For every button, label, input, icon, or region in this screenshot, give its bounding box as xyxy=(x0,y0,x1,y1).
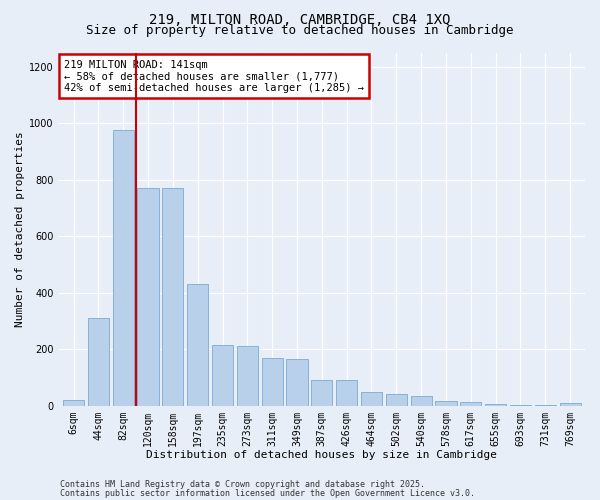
Bar xyxy=(311,380,332,406)
Bar xyxy=(386,394,407,406)
Bar xyxy=(113,130,134,406)
Bar xyxy=(187,284,208,406)
Bar xyxy=(361,392,382,406)
Bar xyxy=(137,188,158,406)
Bar xyxy=(336,380,357,406)
Text: 219, MILTON ROAD, CAMBRIDGE, CB4 1XQ: 219, MILTON ROAD, CAMBRIDGE, CB4 1XQ xyxy=(149,12,451,26)
Text: Size of property relative to detached houses in Cambridge: Size of property relative to detached ho… xyxy=(86,24,514,37)
Bar xyxy=(237,346,258,406)
Bar xyxy=(560,403,581,406)
Bar xyxy=(460,402,481,406)
Bar xyxy=(535,405,556,406)
Bar xyxy=(485,404,506,406)
Bar xyxy=(88,318,109,406)
Bar xyxy=(163,188,184,406)
Bar xyxy=(510,405,531,406)
Text: Contains public sector information licensed under the Open Government Licence v3: Contains public sector information licen… xyxy=(60,489,475,498)
Bar xyxy=(436,400,457,406)
Bar xyxy=(262,358,283,406)
Y-axis label: Number of detached properties: Number of detached properties xyxy=(15,131,25,327)
Bar xyxy=(410,396,431,406)
Bar xyxy=(63,400,84,406)
X-axis label: Distribution of detached houses by size in Cambridge: Distribution of detached houses by size … xyxy=(146,450,497,460)
Bar xyxy=(286,359,308,406)
Text: Contains HM Land Registry data © Crown copyright and database right 2025.: Contains HM Land Registry data © Crown c… xyxy=(60,480,425,489)
Text: 219 MILTON ROAD: 141sqm
← 58% of detached houses are smaller (1,777)
42% of semi: 219 MILTON ROAD: 141sqm ← 58% of detache… xyxy=(64,60,364,93)
Bar xyxy=(212,345,233,406)
